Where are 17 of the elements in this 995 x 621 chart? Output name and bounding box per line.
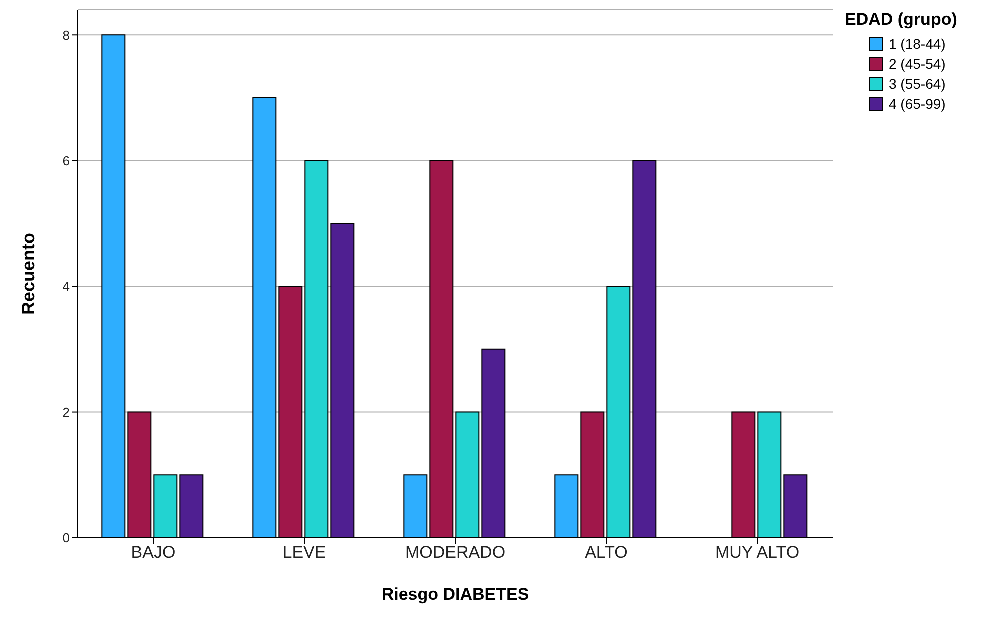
legend-label: 3 (55-64) xyxy=(888,75,947,94)
legend-title: EDAD (grupo) xyxy=(845,10,958,30)
x-tick-label: MODERADO xyxy=(405,543,506,562)
x-tick-label: BAJO xyxy=(131,543,176,562)
x-tick-label: MUY ALTO xyxy=(715,543,800,562)
legend-label: 4 (65-99) xyxy=(888,95,947,114)
x-axis-title: Riesgo DIABETES xyxy=(382,585,530,604)
x-tick-label: ALTO xyxy=(585,543,628,562)
y-tick-label: 6 xyxy=(62,153,70,168)
x-tick-label: LEVE xyxy=(282,543,326,562)
y-tick-label: 0 xyxy=(62,530,70,546)
y-tick-label: 8 xyxy=(62,28,70,43)
y-tick-label: 2 xyxy=(62,404,70,420)
legend-label: 2 (45-54) xyxy=(888,55,947,74)
legend-label: 1 (18-44) xyxy=(888,35,947,54)
y-axis-title: Recuento xyxy=(18,232,38,316)
y-tick-label: 4 xyxy=(62,279,70,294)
